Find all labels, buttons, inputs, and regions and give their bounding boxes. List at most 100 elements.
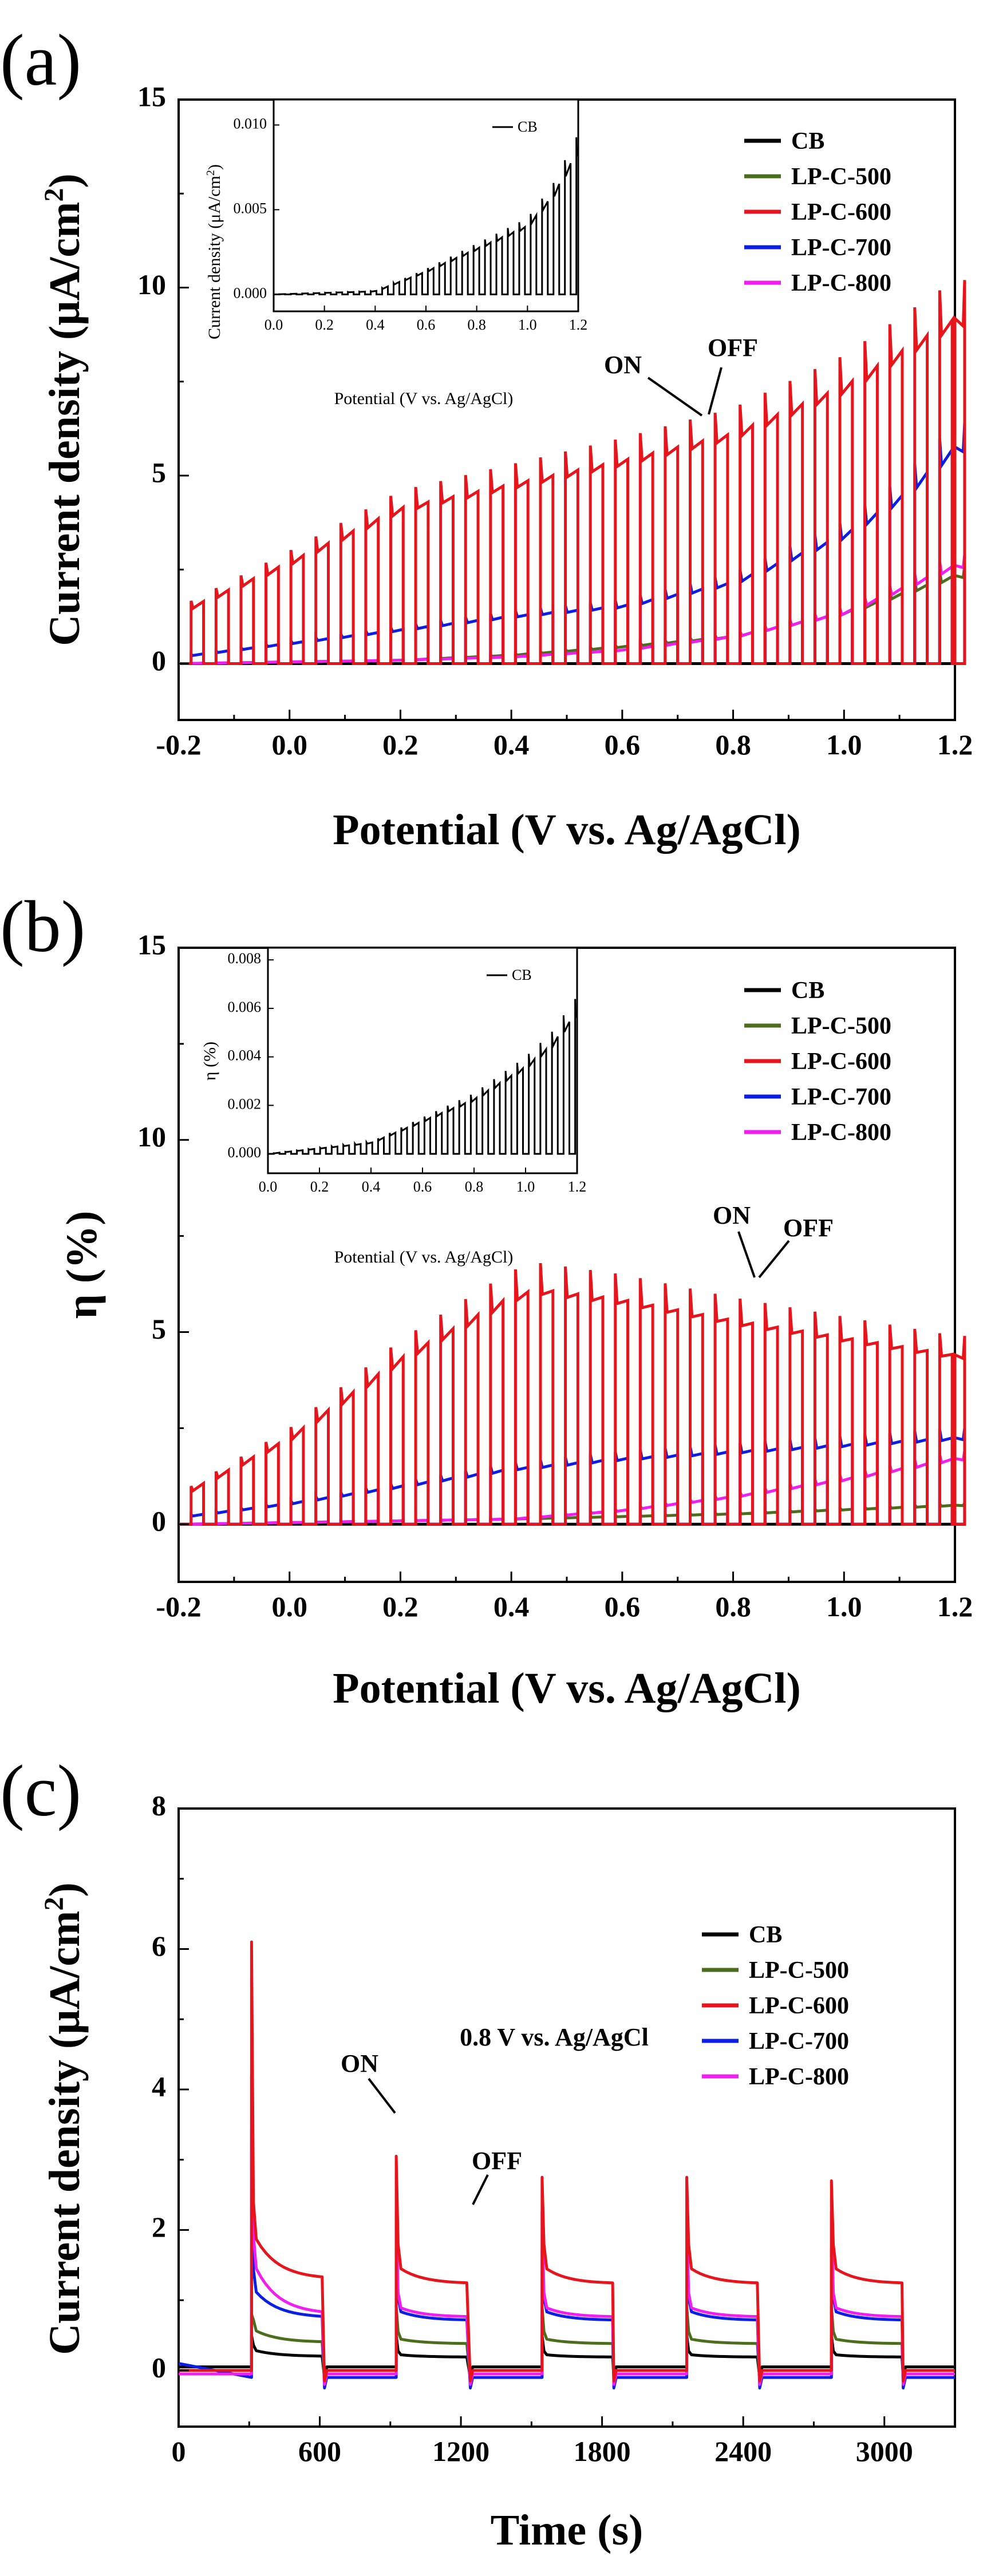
series-line-LP-C-600 [179, 280, 966, 665]
legend-label-LP-C-800: LP-C-800 [791, 270, 891, 296]
series-line-LP-C-600 [179, 1263, 966, 1526]
panel-a-inset-xlabel: Potential (V vs. Ag/AgCl) [334, 389, 514, 408]
panel-c: (c) 0 600 1200 1800 2400 3000 0 2 4 6 8 Time (s) C… [0, 1750, 956, 2554]
series-line-LP-C-700 [179, 422, 966, 665]
x-tick-label: 1800 [574, 2435, 631, 2467]
x-tick-label: 1.2 [569, 316, 588, 333]
panel-a-inset-frame [273, 98, 579, 312]
x-tick-label: 0.6 [417, 316, 436, 333]
y-tick-label: 5 [152, 1313, 166, 1345]
series-line-LP-C-800 [179, 554, 966, 665]
panel-b-off-label: OFF [783, 1214, 834, 1242]
panel-b-inset-frame [267, 947, 578, 1174]
panel-c-ylabel: Current density (μA/cm2) [39, 1882, 89, 2355]
x-tick-label: 0.4 [366, 316, 385, 333]
panel-c-condition-label: 0.8 V vs. Ag/AgCl [460, 2023, 649, 2051]
x-tick-label: 1.0 [518, 316, 537, 333]
y-tick-label: 0.008 [228, 950, 262, 967]
x-tick-label: 1.0 [516, 1178, 535, 1195]
panel-b-ylabel: η (%) [58, 1211, 106, 1319]
legend-label-LP-C-700: LP-C-700 [791, 1084, 891, 1110]
y-tick-label: 15 [137, 928, 166, 960]
panel-a-series [179, 280, 966, 665]
legend-label-CB: CB [791, 128, 824, 155]
series-line-LP-C-500 [179, 565, 966, 665]
x-tick-label: 0.2 [382, 1590, 419, 1623]
panel-c-on-label: ON [341, 2049, 378, 2078]
panel-a-legend: CB LP-C-500 LP-C-600 LP-C-700 LP-C-800 [744, 128, 891, 296]
panel-a-ticks: -0.2 0.0 0.2 0.4 0.6 0.8 1.0 1.2 0 5 10 15 [137, 80, 973, 761]
y-tick-label: 0 [152, 644, 166, 676]
x-tick-label: 0.6 [605, 1590, 641, 1623]
x-tick-label: 0.2 [310, 1178, 329, 1195]
legend-label-LP-C-500: LP-C-500 [749, 1957, 849, 1984]
panel-b-series [179, 1263, 966, 1526]
x-tick-label: 0.0 [259, 1178, 278, 1195]
y-tick-label: 10 [137, 1121, 166, 1153]
y-tick-label: 0 [152, 2351, 166, 2383]
legend-label-LP-C-600: LP-C-600 [791, 199, 891, 225]
y-tick-label: 0.005 [234, 200, 267, 216]
y-tick-label: 4 [152, 2070, 166, 2102]
x-tick-label: 3000 [856, 2435, 913, 2467]
legend-label-LP-C-500: LP-C-500 [791, 1013, 891, 1039]
y-tick-label: 8 [152, 1789, 166, 1821]
panel-b: (b) -0.2 0.0 0.2 0.4 0.6 0.8 1.0 1.2 0 5 10 15 Pote… [0, 886, 973, 1712]
panel-b-inset-ylabel: η (%) [200, 1042, 219, 1081]
panel-b-label: (b) [0, 886, 85, 967]
y-tick-label: 0.010 [234, 115, 267, 132]
legend-label-LP-C-700: LP-C-700 [749, 2028, 849, 2055]
panel-a-inset-ticks: 0.0 0.2 0.4 0.6 0.8 1.0 1.2 0.000 0.005 0.010 [234, 115, 588, 333]
panel-c-series [178, 1940, 955, 2389]
x-tick-label: 0.4 [362, 1178, 381, 1195]
panel-b-inset: 0.0 0.2 0.4 0.6 0.8 1.0 1.2 0.000 0.002 0.004 0.00… [200, 947, 587, 1267]
panel-b-inset-legend-label: CB [512, 967, 532, 983]
x-tick-label: -0.2 [156, 1590, 201, 1623]
y-tick-label: 10 [137, 268, 166, 300]
panel-b-ticks: -0.2 0.0 0.2 0.4 0.6 0.8 1.0 1.2 0 5 10 15 [137, 928, 973, 1623]
x-tick-label: 0.0 [271, 729, 307, 761]
x-tick-label: 0.6 [605, 729, 641, 761]
x-tick-label: 1.0 [826, 1590, 862, 1623]
y-tick-label: 0 [152, 1505, 166, 1537]
series-line-LP-C-600 [179, 1940, 955, 2383]
panel-b-on-label: ON [713, 1201, 751, 1229]
x-tick-label: 0 [172, 2435, 186, 2467]
y-tick-label: 0.002 [228, 1095, 262, 1112]
x-tick-label: 1.0 [826, 729, 862, 761]
legend-label-LP-C-700: LP-C-700 [791, 235, 891, 261]
panel-c-on-arrow [368, 2078, 396, 2114]
series-line-LP-C-800 [179, 1451, 966, 1526]
y-tick-label: 5 [152, 456, 166, 488]
series-line-LP-C-800 [179, 2130, 955, 2386]
series-line-CB [179, 2333, 955, 2379]
panel-b-xlabel: Potential (V vs. Ag/AgCl) [333, 1664, 801, 1712]
panel-b-inset-series [268, 999, 578, 1155]
legend-label-LP-C-500: LP-C-500 [791, 164, 891, 190]
panel-c-legend: CB LP-C-500 LP-C-600 LP-C-700 LP-C-800 [702, 1922, 849, 2090]
x-tick-label: 0.2 [382, 729, 419, 761]
x-tick-label: 1200 [432, 2435, 489, 2467]
x-tick-label: 1.2 [937, 1590, 973, 1623]
series-line-CB [268, 999, 578, 1155]
y-tick-label: 0.000 [228, 1144, 262, 1161]
x-tick-label: 0.2 [315, 316, 334, 333]
x-tick-label: 0.0 [264, 316, 283, 333]
panel-c-label: (c) [0, 1750, 81, 1831]
x-tick-label: 1.2 [937, 729, 973, 761]
panel-b-off-arrow [758, 1240, 790, 1279]
panel-c-off-arrow [472, 2174, 489, 2205]
x-tick-label: 0.8 [467, 316, 486, 333]
legend-label-LP-C-800: LP-C-800 [749, 2064, 849, 2090]
panel-a-inset-series [274, 137, 579, 295]
x-tick-label: 1.2 [568, 1178, 587, 1195]
series-line-LP-C-500 [179, 2305, 955, 2383]
panel-b-annotation: ON OFF [713, 1201, 834, 1279]
panel-c-ticks: 0 600 1200 1800 2400 3000 0 2 4 6 8 [152, 1789, 913, 2467]
panel-c-off-label: OFF [472, 2147, 522, 2175]
panel-c-plot-frame [177, 1807, 956, 2428]
x-tick-label: -0.2 [156, 729, 201, 761]
legend-label-CB: CB [749, 1922, 782, 1948]
panel-a-inset-ylabel: Current density (μA/cm2) [204, 164, 224, 339]
